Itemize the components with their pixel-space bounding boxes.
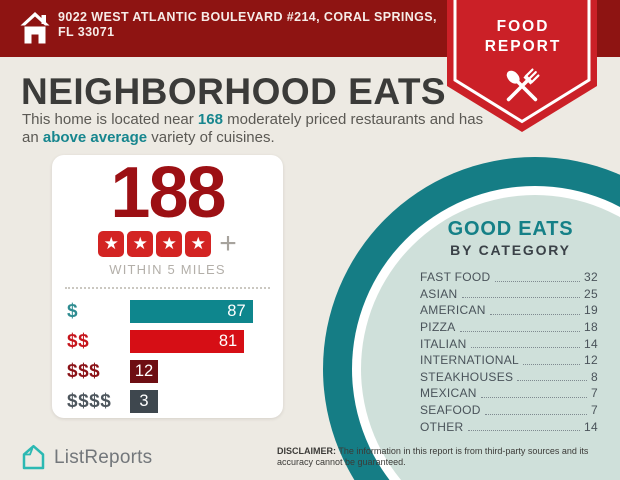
- dotted-leader: [523, 356, 581, 365]
- category-value: 8: [591, 369, 598, 384]
- category-value: 14: [584, 419, 598, 434]
- dotted-leader: [470, 339, 581, 349]
- category-row: OTHER 14: [420, 418, 598, 435]
- bar-value: 81: [218, 332, 238, 350]
- category-row: PIZZA 18: [420, 319, 598, 336]
- price-bar-chart: $ 87 $$ 81 $$$ 12 $$$$ 3: [52, 300, 283, 413]
- restaurant-stats-card: 188 ★ ★ ★ ★ + WITHIN 5 MILES $ 87 $$ 81 $$$ …: [52, 155, 283, 418]
- category-value: 12: [584, 353, 598, 368]
- dotted-divider: [65, 287, 270, 289]
- total-restaurants: 188: [110, 153, 226, 233]
- category-row: INTERNATIONAL 12: [420, 352, 598, 369]
- category-label: INTERNATIONAL: [420, 353, 520, 368]
- category-list: FAST FOOD 32 ASIAN 25 AMERICAN 19 PIZZA 18 I…: [420, 269, 598, 435]
- category-value: 14: [584, 336, 598, 351]
- page-title: NEIGHBORHOOD EATS: [21, 71, 447, 112]
- category-label: ITALIAN: [420, 336, 467, 351]
- bar-label: $$: [67, 330, 90, 352]
- summary-text-3: variety of cuisines.: [147, 128, 275, 146]
- category-row: FAST FOOD 32: [420, 269, 598, 286]
- bar: 87: [130, 300, 253, 323]
- disclaimer-line1: DISCLAIMER: The information in this repo…: [277, 446, 612, 457]
- star-icon: ★: [127, 231, 154, 257]
- bar-label: $$$$: [67, 390, 112, 412]
- brand-name: ListReports: [54, 446, 153, 468]
- category-label: FAST FOOD: [420, 270, 491, 285]
- category-row: ASIAN 25: [420, 286, 598, 303]
- plus-sign: +: [219, 227, 237, 260]
- report-summary: This home is located near 168 moderately…: [22, 111, 490, 146]
- good-eats-title: GOOD EATS: [447, 218, 574, 240]
- price-bar-row: $$$$ 3: [52, 390, 283, 413]
- category-label: MEXICAN: [420, 386, 477, 401]
- category-label: STEAKHOUSES: [420, 369, 514, 384]
- good-eats-subtitle: BY CATEGORY: [450, 242, 571, 258]
- home-icon: [20, 12, 50, 44]
- radius-label: WITHIN 5 MILES: [109, 262, 226, 277]
- star-icon: ★: [156, 231, 183, 257]
- food-report-badge: FOOD REPORT: [447, 0, 597, 132]
- category-label: ASIAN: [420, 286, 458, 301]
- dotted-leader: [489, 306, 581, 315]
- utensils-icon: [506, 68, 540, 102]
- dotted-leader: [480, 389, 588, 398]
- bar: 81: [130, 330, 245, 353]
- dotted-leader: [494, 273, 581, 282]
- bar: 3: [130, 390, 158, 413]
- summary-text-1: This home is located near: [22, 111, 198, 128]
- category-label: AMERICAN: [420, 303, 486, 318]
- dotted-leader: [459, 323, 581, 332]
- category-row: ITALIAN 14: [420, 335, 598, 352]
- dotted-leader: [484, 406, 588, 415]
- good-eats-section: GOOD EATS BY CATEGORY FAST FOOD 32 ASIAN 2…: [408, 218, 613, 435]
- variety-highlight: above average: [42, 128, 148, 146]
- stars: ★ ★ ★ ★ +: [52, 227, 283, 260]
- dotted-leader: [467, 422, 581, 432]
- property-address: 9022 WEST ATLANTIC BOULEVARD #214, CORAL…: [58, 10, 437, 39]
- category-value: 7: [591, 403, 598, 418]
- listreports-logo: ListReports: [20, 444, 152, 471]
- bar-value: 12: [134, 362, 154, 380]
- category-label: OTHER: [420, 419, 464, 434]
- bar-label: $: [67, 300, 79, 322]
- disclaimer-text-1: The information in this report is from t…: [336, 446, 589, 456]
- category-label: PIZZA: [420, 320, 456, 335]
- listreports-house-icon: [22, 444, 45, 470]
- disclaimer-line2: accuracy cannot be guaranteed.: [277, 457, 406, 467]
- category-row: MEXICAN 7: [420, 385, 598, 402]
- restaurant-count: 168: [197, 111, 223, 128]
- dotted-leader: [461, 289, 581, 299]
- category-value: 25: [584, 286, 598, 301]
- bar-value: 87: [227, 302, 246, 320]
- category-value: 18: [584, 320, 598, 335]
- category-value: 32: [584, 270, 598, 285]
- category-value: 19: [584, 303, 598, 318]
- price-bar-row: $ 87: [52, 300, 283, 323]
- bar-value: 3: [139, 392, 149, 410]
- price-bar-row: $$ 81: [52, 330, 283, 353]
- dotted-leader: [517, 372, 588, 382]
- category-label: SEAFOOD: [420, 403, 481, 418]
- badge-line1: FOOD: [497, 18, 550, 35]
- bar: 12: [130, 360, 158, 383]
- category-row: STEAKHOUSES 8: [420, 369, 598, 386]
- summary-text-2: moderately priced restaurants and has an: [22, 111, 484, 146]
- disclaimer: DISCLAIMER: The information in this repo…: [277, 446, 612, 468]
- disclaimer-label: DISCLAIMER:: [277, 446, 336, 456]
- category-row: AMERICAN 19: [420, 302, 598, 319]
- bar-label: $$$: [67, 360, 101, 382]
- category-value: 7: [591, 386, 598, 401]
- star-icon: ★: [185, 231, 212, 257]
- category-row: SEAFOOD 7: [420, 402, 598, 419]
- star-icon: ★: [98, 231, 125, 257]
- badge-line2: REPORT: [485, 38, 562, 55]
- price-bar-row: $$$ 12: [52, 360, 283, 383]
